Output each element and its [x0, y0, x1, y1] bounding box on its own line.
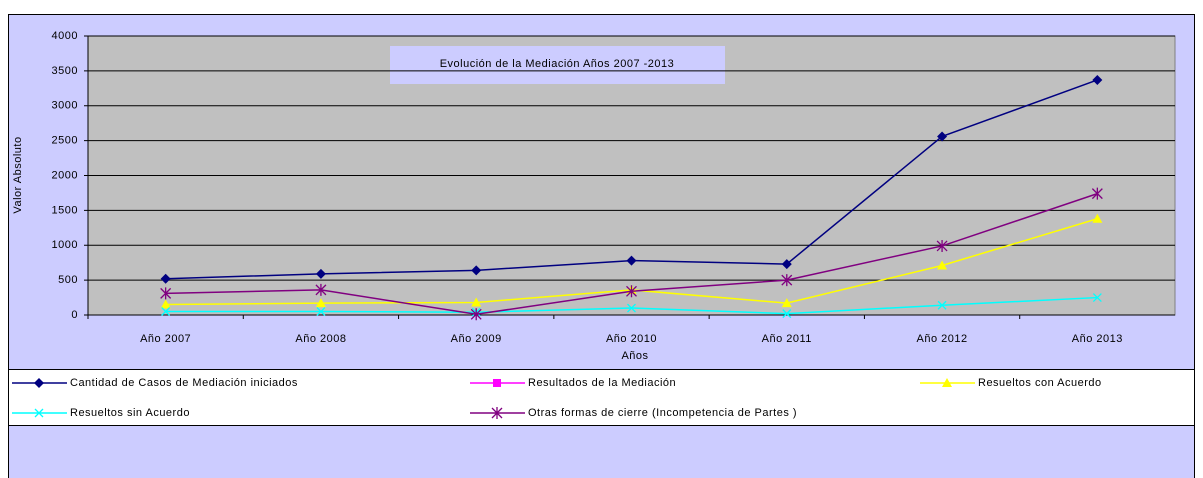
x-tick-label: Año 2010: [606, 333, 657, 345]
y-tick-label: 3500: [52, 65, 78, 77]
x-axis-label: Años: [621, 350, 648, 362]
legend-marker: [942, 378, 952, 387]
y-tick-label: 2500: [52, 135, 78, 147]
y-tick-label: 500: [58, 274, 78, 286]
marker: [1091, 187, 1103, 200]
y-tick-label: 3000: [52, 100, 78, 112]
x-tick-label: Año 2013: [1072, 333, 1123, 345]
marker: [470, 308, 482, 321]
x-tick-label: Año 2012: [917, 333, 968, 345]
legend-label: Cantidad de Casos de Mediación iniciados: [70, 377, 298, 389]
marker: [937, 131, 948, 142]
marker: [161, 307, 171, 316]
legend-label: Otras formas de cierre (Incompetencia de…: [528, 407, 797, 419]
y-axis-label: Valor Absoluto: [12, 136, 24, 213]
legend-label: Resultados de la Mediación: [528, 377, 676, 389]
marker: [626, 255, 637, 266]
chart-title: Evolución de la Mediación Años 2007 -201…: [440, 58, 675, 70]
y-tick-label: 0: [71, 309, 78, 321]
y-tick-label: 1500: [52, 204, 78, 216]
marker: [160, 273, 171, 284]
marker: [781, 298, 792, 308]
marker: [1092, 213, 1103, 223]
marker: [781, 259, 792, 270]
y-tick-label: 2000: [52, 169, 78, 181]
marker: [315, 268, 326, 279]
marker: [937, 260, 948, 270]
marker: [782, 309, 792, 319]
marker: [781, 274, 793, 287]
legend-marker: [491, 407, 503, 419]
marker: [316, 307, 326, 316]
marker: [471, 297, 482, 307]
marker: [471, 265, 482, 276]
y-tick-label: 1000: [52, 239, 78, 251]
legend-marker: [34, 378, 44, 388]
marker: [160, 287, 172, 300]
x-tick-label: Año 2009: [451, 333, 502, 345]
marker: [626, 285, 637, 298]
legend-marker: [34, 408, 44, 418]
title-box: [390, 46, 725, 84]
marker: [627, 303, 636, 313]
marker: [315, 298, 326, 308]
marker: [937, 300, 947, 310]
legend-label: Resueltos sin Acuerdo: [70, 407, 190, 419]
marker: [1092, 74, 1103, 85]
y-tick-label: 4000: [52, 30, 78, 42]
x-tick-label: Año 2007: [140, 333, 191, 345]
marker: [160, 299, 171, 309]
legend-marker: [493, 379, 501, 387]
marker: [936, 239, 948, 252]
legend-label: Resueltos con Acuerdo: [978, 377, 1102, 389]
marker: [1092, 293, 1102, 303]
legend: [8, 369, 1195, 426]
x-tick-label: Año 2011: [762, 333, 812, 345]
x-tick-label: Año 2008: [295, 333, 346, 345]
marker: [315, 283, 327, 296]
